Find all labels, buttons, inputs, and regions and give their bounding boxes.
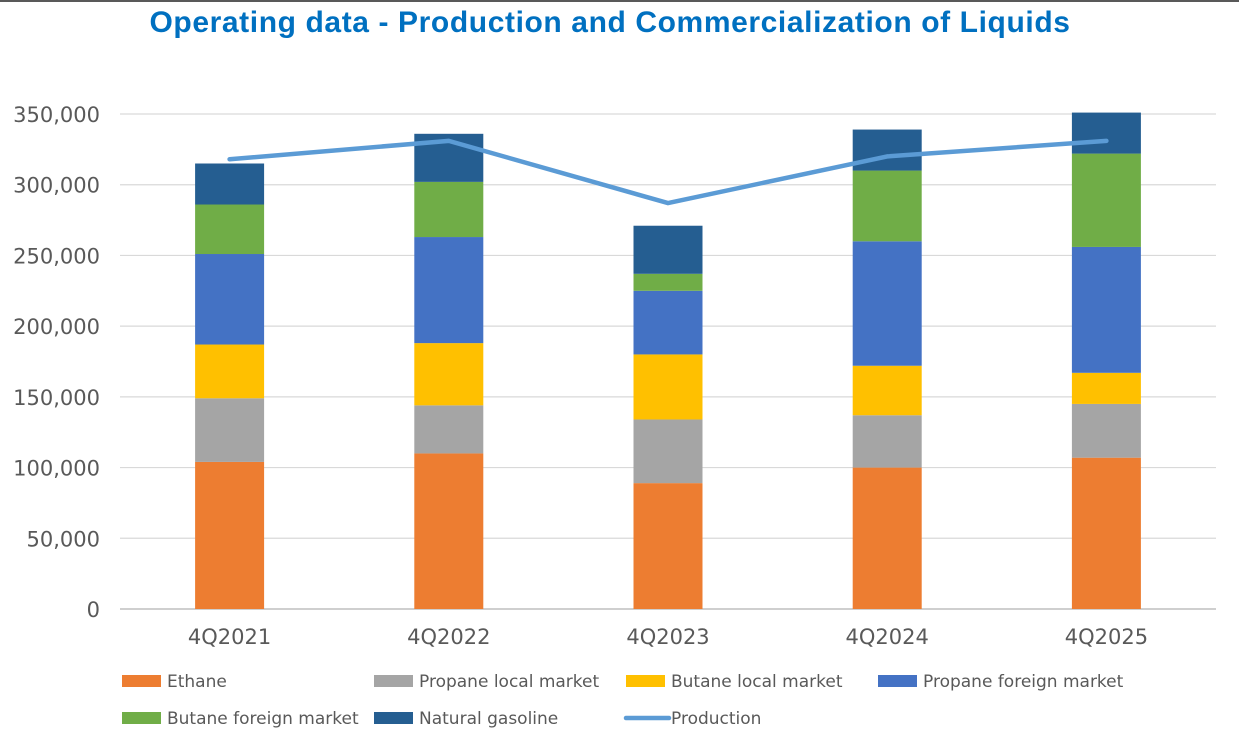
legend-label: Production — [671, 709, 761, 729]
bar-segment-natural-gasoline — [195, 163, 265, 205]
bar-segment-propane-local-market — [414, 405, 484, 454]
bar-segment-butane-local-market — [852, 365, 922, 416]
y-tick-label: 250,000 — [13, 244, 100, 268]
legend-label: Butane foreign market — [167, 709, 359, 729]
bar-segment-ethane — [1071, 457, 1141, 609]
x-tick-label: 4Q2022 — [407, 625, 490, 649]
bar-segment-ethane — [414, 453, 484, 609]
y-tick-label: 300,000 — [13, 174, 100, 198]
legend-swatch — [626, 675, 665, 687]
y-axis: 0 50,000 100,000 150,000 200,000 250,000 300,0… — [13, 103, 100, 622]
legend-label: Propane foreign market — [923, 672, 1124, 692]
bar-segment-butane-foreign-market — [1071, 153, 1141, 247]
bar-segment-natural-gasoline — [1071, 112, 1141, 154]
bar-segment-ethane — [195, 461, 265, 609]
bar-segment-natural-gasoline — [633, 225, 703, 274]
x-tick-label: 4Q2023 — [626, 625, 709, 649]
legend-swatch — [374, 712, 413, 724]
y-tick-label: 200,000 — [13, 315, 100, 339]
bars — [195, 112, 1141, 609]
production-line — [227, 138, 1109, 206]
production-line-path — [227, 138, 1109, 206]
x-axis: 4Q2021 4Q2022 4Q2023 4Q2024 4Q2025 — [188, 625, 1148, 649]
x-tick-label: 4Q2021 — [188, 625, 271, 649]
bar-segment-propane-local-market — [1071, 403, 1141, 458]
x-tick-label: 4Q2024 — [846, 625, 929, 649]
bar-segment-propane-foreign-market — [414, 237, 484, 344]
bar-segment-butane-local-market — [1071, 372, 1141, 404]
bar-segment-butane-foreign-market — [852, 170, 922, 242]
legend-swatch — [878, 675, 917, 687]
bar-segment-propane-foreign-market — [195, 254, 265, 345]
legend-swatch — [122, 712, 161, 724]
y-tick-label: 0 — [87, 598, 100, 622]
y-tick-label: 350,000 — [13, 103, 100, 127]
bar-segment-ethane — [633, 483, 703, 609]
bar-segment-butane-local-market — [633, 354, 703, 420]
x-tick-label: 4Q2025 — [1065, 625, 1148, 649]
legend-label: Natural gasoline — [419, 709, 558, 729]
y-tick-label: 150,000 — [13, 386, 100, 410]
legend: Ethane Propane local market Butane local m… — [122, 672, 1124, 729]
y-tick-label: 100,000 — [13, 457, 100, 481]
bar-segment-natural-gasoline — [852, 129, 922, 171]
y-tick-label: 50,000 — [27, 527, 100, 551]
bar-segment-butane-foreign-market — [195, 204, 265, 255]
bar-segment-propane-local-market — [852, 415, 922, 468]
legend-label: Butane local market — [671, 672, 843, 692]
legend-swatch — [122, 675, 161, 687]
bar-segment-propane-foreign-market — [1071, 246, 1141, 373]
bar-segment-butane-local-market — [195, 344, 265, 399]
legend-label: Ethane — [167, 672, 227, 692]
legend-swatch — [374, 675, 413, 687]
bar-segment-butane-foreign-market — [414, 181, 484, 238]
bar-segment-propane-foreign-market — [852, 241, 922, 366]
legend-label: Propane local market — [419, 672, 599, 692]
bar-segment-propane-foreign-market — [633, 290, 703, 355]
bar-segment-butane-local-market — [414, 343, 484, 406]
chart-title: Operating data - Production and Commerci… — [149, 6, 1071, 39]
bar-segment-propane-local-market — [195, 398, 265, 462]
bar-segment-ethane — [852, 467, 922, 609]
bar-segment-butane-foreign-market — [633, 273, 703, 291]
bar-segment-propane-local-market — [633, 419, 703, 484]
